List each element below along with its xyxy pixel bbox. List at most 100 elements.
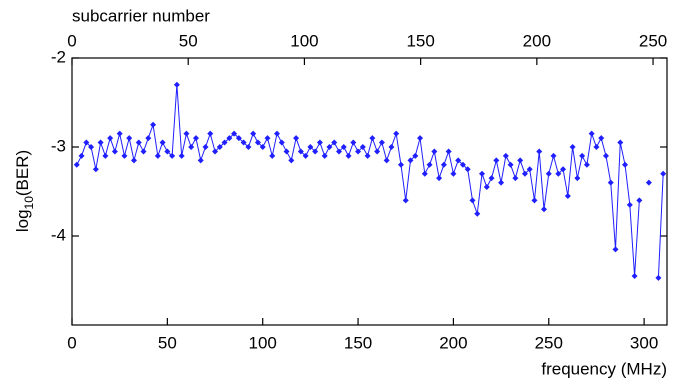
data-point (660, 170, 667, 177)
data-point (331, 139, 338, 146)
data-point (622, 161, 629, 168)
data-point (631, 273, 638, 280)
data-point (235, 135, 242, 142)
data-point (145, 135, 152, 142)
data-point (164, 148, 171, 155)
data-point (393, 130, 400, 137)
data-point (569, 144, 576, 150)
data-point (221, 139, 228, 146)
data-point (173, 81, 180, 88)
data-point (498, 179, 505, 186)
data-point (655, 274, 662, 281)
data-point (598, 135, 605, 142)
plot-frame (71, 57, 668, 326)
data-point (626, 201, 633, 208)
data-point (207, 130, 214, 137)
data-point (521, 170, 528, 177)
data-point (421, 170, 428, 177)
data-point (154, 152, 161, 159)
data-point (383, 157, 390, 164)
data-point (78, 152, 85, 159)
data-point (340, 144, 347, 150)
data-point (326, 144, 333, 150)
x2-tick-label: 250 (639, 31, 667, 50)
x-tick-label: 0 (67, 333, 76, 352)
data-point (436, 175, 443, 182)
data-point (288, 157, 295, 164)
data-point (555, 170, 562, 177)
data-point (169, 152, 176, 159)
data-point (73, 161, 80, 168)
data-point (188, 144, 195, 150)
data-point (564, 192, 571, 199)
data-point (197, 157, 204, 164)
data-point (507, 161, 514, 168)
y-tick-label: -3 (51, 136, 66, 155)
data-point (283, 148, 290, 155)
data-point (297, 148, 304, 155)
data-point (612, 246, 619, 253)
data-point (459, 161, 466, 168)
data-point (130, 157, 137, 164)
data-point (426, 161, 433, 168)
x2-tick-label: 100 (290, 31, 318, 50)
data-point (593, 144, 600, 150)
data-point (231, 130, 238, 137)
data-point (378, 139, 385, 146)
data-point (88, 144, 95, 150)
data-point (97, 139, 104, 146)
data-point (417, 135, 424, 142)
data-point (388, 144, 395, 150)
data-point (269, 152, 276, 159)
data-point (502, 152, 509, 159)
data-point (645, 179, 652, 186)
data-point (536, 148, 543, 155)
data-point (355, 148, 362, 155)
data-point (550, 152, 557, 159)
data-point (579, 152, 586, 159)
x-axis-label: frequency (MHz) (541, 359, 667, 378)
x-tick-label: 150 (344, 333, 372, 352)
y-axis-label: log10(BER) (13, 150, 36, 232)
y-label-rest: (BER) (13, 150, 32, 196)
data-point (479, 170, 486, 177)
data-point (445, 148, 452, 155)
data-point (440, 161, 447, 168)
data-point (359, 144, 366, 150)
y-label-sub: 10 (22, 196, 36, 210)
data-point (602, 152, 609, 159)
y-label-base: log (13, 209, 32, 232)
data-point (135, 139, 142, 146)
x2-tick-label: 150 (406, 31, 434, 50)
data-point (245, 144, 252, 150)
data-point (216, 144, 223, 150)
x2-tick-label: 200 (523, 31, 551, 50)
data-point (469, 197, 476, 204)
data-point (526, 166, 533, 173)
data-point (583, 161, 590, 168)
data-point (560, 166, 567, 173)
data-point (588, 130, 595, 137)
data-point (517, 157, 524, 164)
data-point (111, 148, 118, 155)
data-point (431, 148, 438, 155)
data-point (150, 121, 157, 128)
data-point (540, 206, 547, 213)
data-point (159, 139, 166, 146)
data-point (107, 135, 114, 142)
data-point (121, 152, 128, 159)
data-point (397, 161, 404, 168)
data-point (321, 152, 328, 159)
data-point (178, 152, 185, 159)
data-point (274, 130, 281, 137)
data-point (192, 135, 199, 142)
x-tick-label: 50 (158, 333, 177, 352)
data-point (450, 170, 457, 177)
data-point (574, 175, 581, 182)
data-point (264, 135, 271, 142)
data-point (307, 144, 314, 150)
data-point (488, 175, 495, 182)
data-point (412, 152, 419, 159)
data-point (407, 157, 414, 164)
